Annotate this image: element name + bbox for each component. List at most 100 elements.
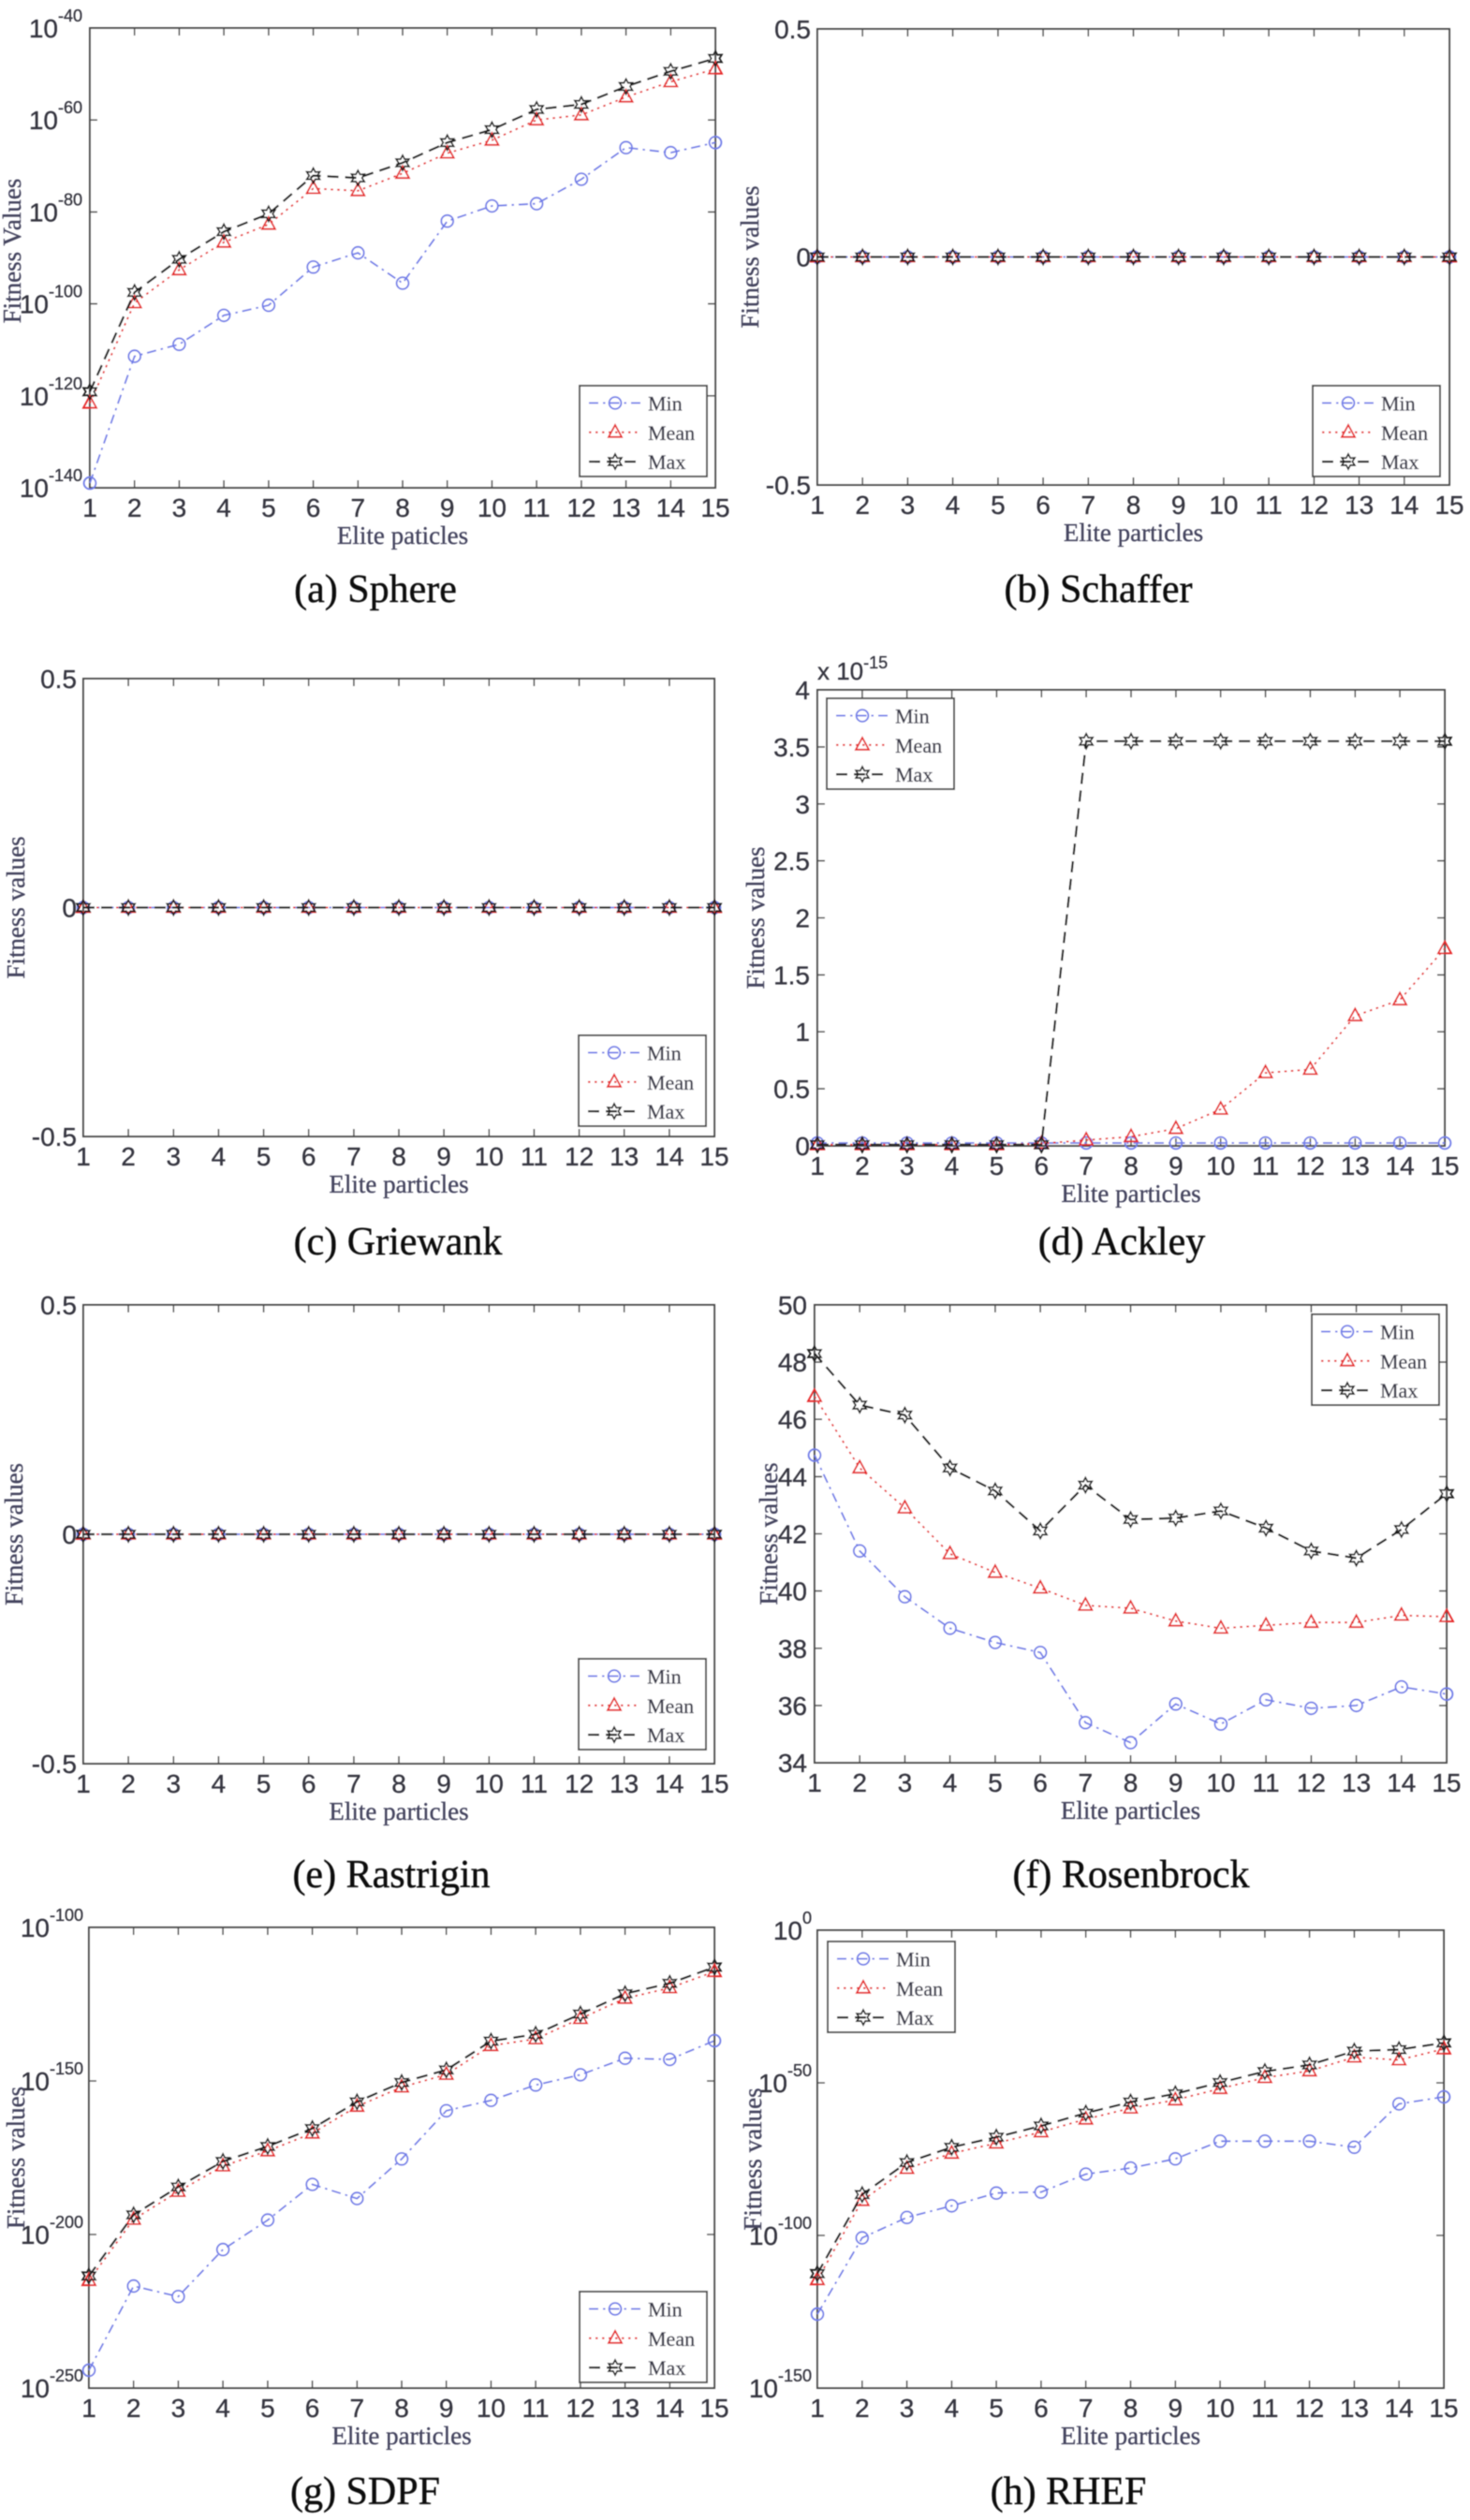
svg-text:Mean: Mean <box>647 1071 694 1094</box>
svg-text:Elite particles: Elite particles <box>329 1797 468 1825</box>
svg-text:3: 3 <box>900 2394 915 2423</box>
svg-text:7: 7 <box>346 1142 361 1171</box>
svg-text:10: 10 <box>1209 491 1238 520</box>
svg-text:12: 12 <box>566 493 595 522</box>
svg-text:12: 12 <box>1300 491 1329 520</box>
svg-text:42: 42 <box>778 1520 807 1549</box>
svg-text:10: 10 <box>475 1769 504 1798</box>
svg-text:4: 4 <box>943 1768 958 1797</box>
svg-text:40: 40 <box>778 1577 807 1606</box>
svg-text:13: 13 <box>1341 1151 1370 1180</box>
svg-text:2: 2 <box>127 493 142 522</box>
svg-text:12: 12 <box>566 2394 595 2423</box>
svg-text:13: 13 <box>611 493 640 522</box>
svg-text:12: 12 <box>565 1142 594 1171</box>
svg-text:11: 11 <box>1251 2394 1278 2423</box>
svg-text:7: 7 <box>1079 2394 1094 2423</box>
svg-text:2: 2 <box>121 1769 136 1798</box>
svg-text:7: 7 <box>1081 491 1096 520</box>
svg-text:Fitness values: Fitness values <box>736 185 764 328</box>
svg-text:6: 6 <box>1035 1151 1050 1180</box>
svg-text:7: 7 <box>1079 1768 1094 1797</box>
svg-text:10-60: 10-60 <box>29 98 82 135</box>
svg-text:1: 1 <box>810 2394 825 2423</box>
svg-text:-0.5: -0.5 <box>766 471 811 500</box>
svg-text:Max: Max <box>648 2356 685 2380</box>
svg-text:4: 4 <box>215 2394 230 2423</box>
svg-text:38: 38 <box>778 1634 807 1663</box>
svg-text:10: 10 <box>475 1142 504 1171</box>
svg-text:10: 10 <box>1206 2394 1235 2423</box>
svg-text:2.5: 2.5 <box>773 847 810 876</box>
svg-text:48: 48 <box>778 1348 807 1377</box>
svg-text:15: 15 <box>700 493 729 522</box>
svg-text:Max: Max <box>896 2006 933 2029</box>
svg-text:8: 8 <box>395 493 410 522</box>
svg-text:4: 4 <box>212 1142 227 1171</box>
svg-text:1.5: 1.5 <box>773 960 810 989</box>
svg-text:14: 14 <box>654 1142 684 1171</box>
svg-text:(c) Griewank: (c) Griewank <box>294 1221 503 1264</box>
svg-text:Fitness values: Fitness values <box>742 846 770 989</box>
svg-text:Max: Max <box>895 763 933 786</box>
svg-text:2: 2 <box>855 2394 870 2423</box>
svg-text:11: 11 <box>521 1142 548 1171</box>
svg-text:14: 14 <box>1385 2394 1414 2423</box>
svg-text:0: 0 <box>796 243 811 272</box>
svg-text:0.5: 0.5 <box>774 15 811 44</box>
svg-text:Mean: Mean <box>648 421 695 445</box>
svg-text:6: 6 <box>306 493 321 522</box>
svg-text:4: 4 <box>216 493 231 522</box>
svg-text:12: 12 <box>1297 1768 1326 1797</box>
svg-text:Min: Min <box>1380 1321 1415 1344</box>
svg-text:0.5: 0.5 <box>773 1075 810 1104</box>
svg-text:Fitness values: Fitness values <box>0 1463 28 1605</box>
svg-text:4: 4 <box>946 491 961 520</box>
svg-text:3: 3 <box>171 2394 186 2423</box>
svg-text:Fitness values: Fitness values <box>739 2088 767 2230</box>
svg-text:5: 5 <box>257 1769 272 1798</box>
svg-text:10: 10 <box>1206 1768 1235 1797</box>
svg-text:Max: Max <box>647 1100 684 1123</box>
svg-text:36: 36 <box>778 1692 807 1721</box>
svg-text:14: 14 <box>655 2394 684 2423</box>
svg-text:3: 3 <box>795 790 810 819</box>
svg-text:0.5: 0.5 <box>40 1291 77 1320</box>
svg-text:13: 13 <box>1340 2394 1369 2423</box>
svg-text:3: 3 <box>167 1142 182 1171</box>
svg-text:3: 3 <box>167 1769 182 1798</box>
svg-text:Min: Min <box>896 1948 931 1971</box>
svg-text:Fitness values: Fitness values <box>2 836 30 978</box>
svg-text:34: 34 <box>778 1749 807 1778</box>
svg-text:2: 2 <box>855 491 870 520</box>
svg-text:14: 14 <box>654 1769 684 1798</box>
svg-text:12: 12 <box>1295 2394 1324 2423</box>
svg-text:14: 14 <box>1386 1151 1415 1180</box>
svg-text:8: 8 <box>391 1142 406 1171</box>
svg-text:10: 10 <box>1206 1151 1235 1180</box>
svg-text:Max: Max <box>647 1723 684 1747</box>
svg-text:2: 2 <box>852 1768 867 1797</box>
svg-text:1: 1 <box>810 1151 825 1180</box>
svg-text:9: 9 <box>436 1142 451 1171</box>
svg-text:3: 3 <box>172 493 187 522</box>
svg-text:8: 8 <box>1126 491 1141 520</box>
svg-text:15: 15 <box>1434 491 1463 520</box>
svg-text:Mean: Mean <box>648 2327 695 2351</box>
svg-text:1: 1 <box>810 491 825 520</box>
svg-text:Max: Max <box>648 450 685 474</box>
svg-text:15: 15 <box>699 2394 728 2423</box>
svg-text:6: 6 <box>301 1142 316 1171</box>
svg-text:-0.5: -0.5 <box>32 1750 77 1779</box>
svg-text:Min: Min <box>1381 392 1416 416</box>
svg-text:Mean: Mean <box>1381 421 1428 445</box>
svg-text:1: 1 <box>76 1769 91 1798</box>
svg-text:Min: Min <box>648 2298 683 2322</box>
svg-text:46: 46 <box>778 1405 807 1434</box>
svg-text:Elite particles: Elite particles <box>1064 519 1203 547</box>
svg-text:Mean: Mean <box>895 734 942 757</box>
svg-text:6: 6 <box>1033 1768 1048 1797</box>
svg-text:x 10-15: x 10-15 <box>817 653 888 685</box>
svg-text:7: 7 <box>1079 1151 1094 1180</box>
svg-text:9: 9 <box>1169 1768 1183 1797</box>
